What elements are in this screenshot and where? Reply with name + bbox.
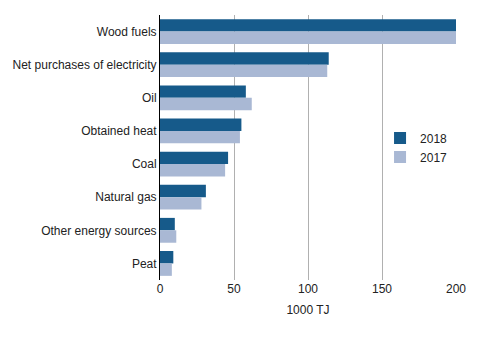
svg-text:Natural gas: Natural gas bbox=[95, 190, 156, 204]
svg-text:Obtained heat: Obtained heat bbox=[81, 124, 157, 138]
svg-text:1000 TJ: 1000 TJ bbox=[286, 303, 329, 317]
svg-text:150: 150 bbox=[372, 282, 392, 296]
svg-text:Coal: Coal bbox=[132, 157, 157, 171]
svg-text:Peat: Peat bbox=[132, 257, 157, 271]
svg-text:100: 100 bbox=[298, 282, 318, 296]
svg-text:200: 200 bbox=[446, 282, 466, 296]
svg-text:Other energy sources: Other energy sources bbox=[41, 224, 156, 238]
svg-text:2017: 2017 bbox=[420, 151, 447, 165]
svg-text:2018: 2018 bbox=[420, 132, 447, 146]
svg-text:Wood fuels: Wood fuels bbox=[97, 25, 157, 39]
svg-text:Oil: Oil bbox=[142, 91, 157, 105]
svg-text:50: 50 bbox=[227, 282, 241, 296]
svg-text:Net purchases of electricity: Net purchases of electricity bbox=[13, 58, 157, 72]
svg-text:0: 0 bbox=[157, 282, 164, 296]
